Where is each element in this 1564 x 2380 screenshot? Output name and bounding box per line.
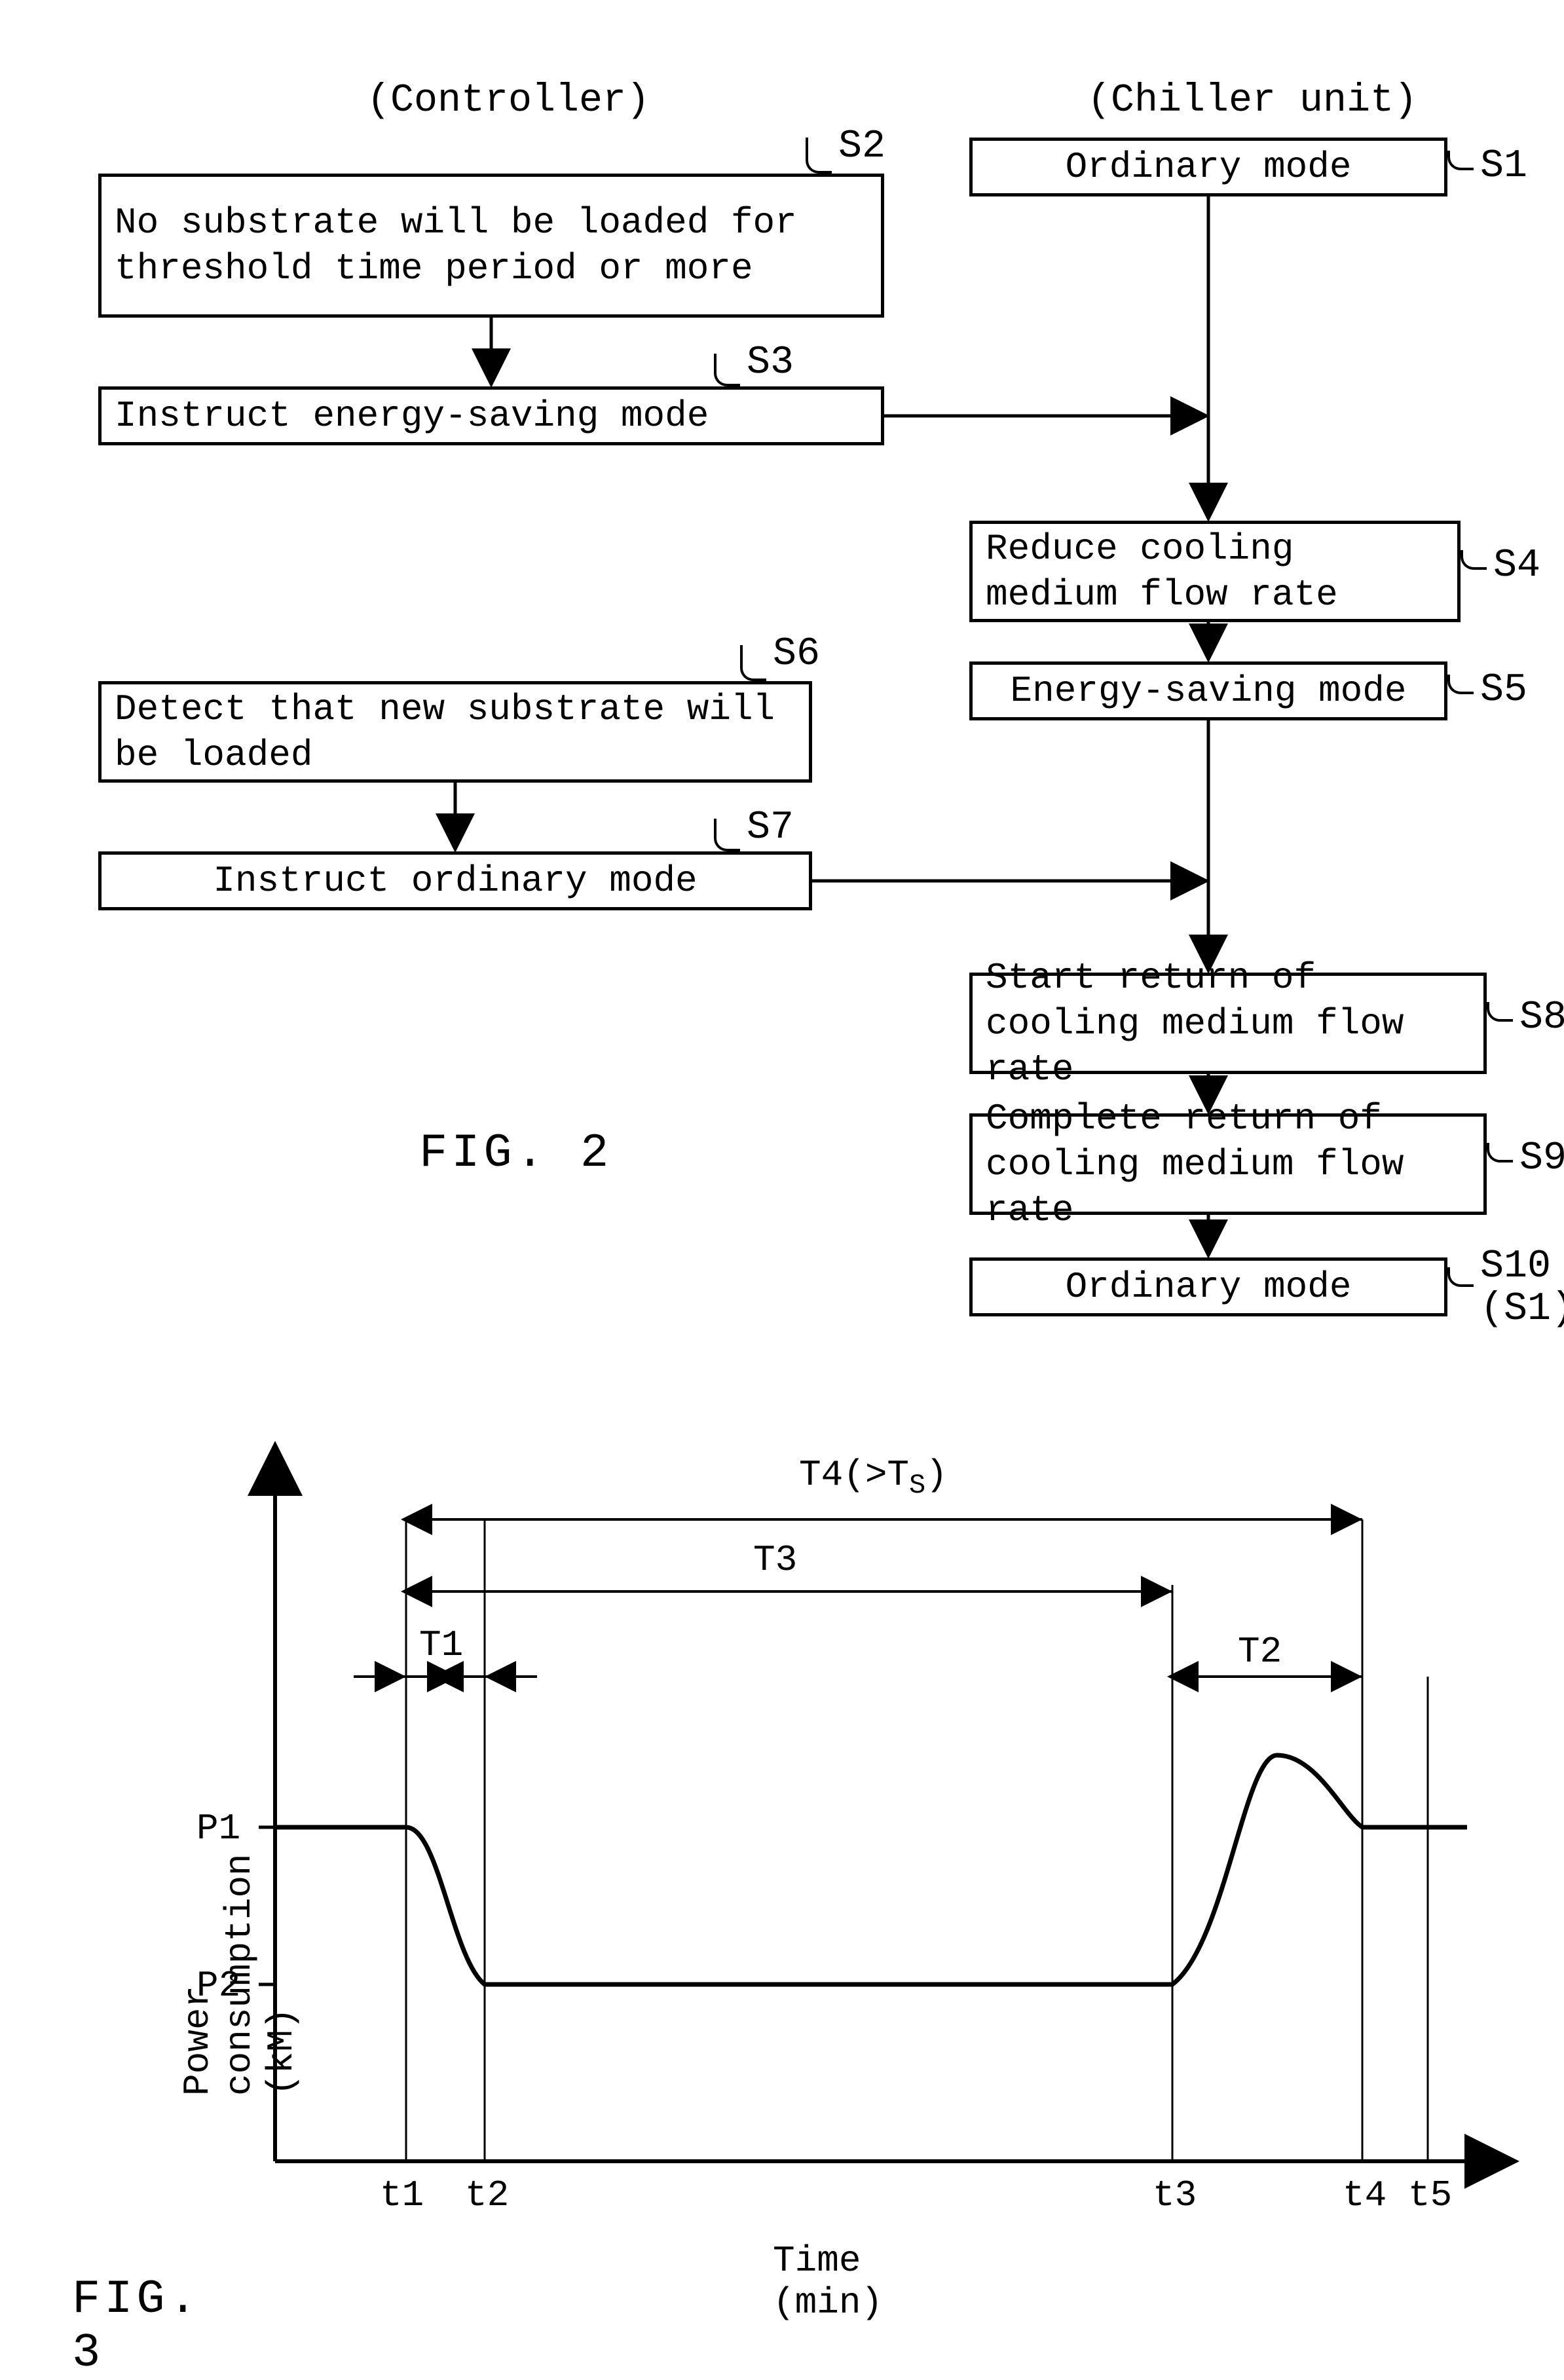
chart-xlabel: Time (min) (773, 2240, 883, 2324)
xtick-t4: t4 (1343, 2174, 1387, 2216)
fig3-label: FIG. 3 (72, 2273, 201, 2380)
xtick-t1: t1 (380, 2174, 424, 2216)
xtick-t2: t2 (465, 2174, 509, 2216)
page-root: (Controller) (Chiller unit) Ordinary mod… (0, 0, 1564, 2346)
span-t2: T2 (1238, 1631, 1282, 1673)
span-t4: T4(>TS) (799, 1454, 948, 1501)
ytick-p2: P2 (196, 1965, 240, 2007)
xtick-t3: t3 (1153, 2174, 1197, 2216)
span-t3: T3 (753, 1539, 797, 1581)
ytick-p1: P1 (196, 1808, 240, 1850)
span-t1: T1 (419, 1624, 463, 1666)
xtick-t5: t5 (1408, 2174, 1452, 2216)
